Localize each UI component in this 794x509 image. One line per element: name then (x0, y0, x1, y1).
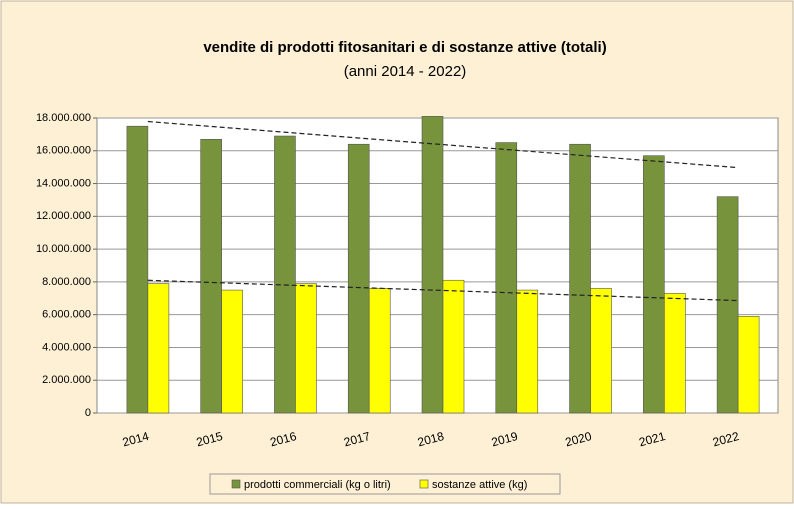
bar (421, 116, 444, 414)
x-tick-label: 2014 (121, 429, 151, 450)
x-tick-label: 2020 (564, 429, 594, 450)
chart-subtitle: (anni 2014 - 2022) (344, 63, 467, 80)
y-tick-label: 18.000.000 (36, 112, 91, 124)
bar (516, 289, 539, 414)
bar (200, 139, 222, 414)
legend (209, 473, 561, 495)
bar (442, 279, 465, 414)
y-tick-label: 10.000.000 (36, 243, 91, 255)
trend-line (147, 120, 739, 169)
bar (126, 125, 149, 414)
bar (147, 283, 170, 414)
y-tick-label: 12.000.000 (36, 210, 91, 222)
bar (664, 293, 686, 414)
x-tick-label: 2019 (490, 429, 520, 450)
legend-swatch (419, 479, 429, 489)
legend-label: prodotti commerciali (kg o litri) (244, 479, 391, 491)
bar (221, 289, 243, 414)
bar (347, 143, 370, 414)
bar (590, 288, 612, 414)
bar (643, 155, 665, 414)
legend-label: sostanze attive (kg) (432, 479, 527, 491)
x-tick-label: 2016 (269, 429, 299, 450)
x-tick-label: 2022 (711, 429, 741, 450)
bar (295, 283, 317, 414)
legend-swatch (231, 479, 241, 489)
y-tick-label: 14.000.000 (36, 177, 91, 189)
y-tick-label: 16.000.000 (36, 145, 91, 157)
trend-line (147, 279, 739, 302)
bar (737, 316, 760, 414)
y-tick-label: 6.000.000 (42, 309, 91, 321)
y-tick-label: 8.000.000 (42, 276, 91, 288)
y-tick-label: 2.000.000 (42, 374, 91, 386)
y-tick-label: 4.000.000 (42, 341, 91, 353)
chart-title: vendite di prodotti fitosanitari e di so… (203, 39, 606, 56)
x-tick-label: 2021 (637, 429, 667, 450)
x-tick-label: 2018 (416, 429, 446, 450)
x-tick-label: 2017 (342, 429, 372, 450)
bar (368, 288, 391, 414)
bar (274, 135, 296, 414)
x-tick-label: 2015 (195, 429, 225, 450)
bar (495, 142, 518, 414)
y-tick-label: 0 (85, 407, 91, 419)
bar (569, 143, 591, 414)
bar (716, 196, 739, 414)
